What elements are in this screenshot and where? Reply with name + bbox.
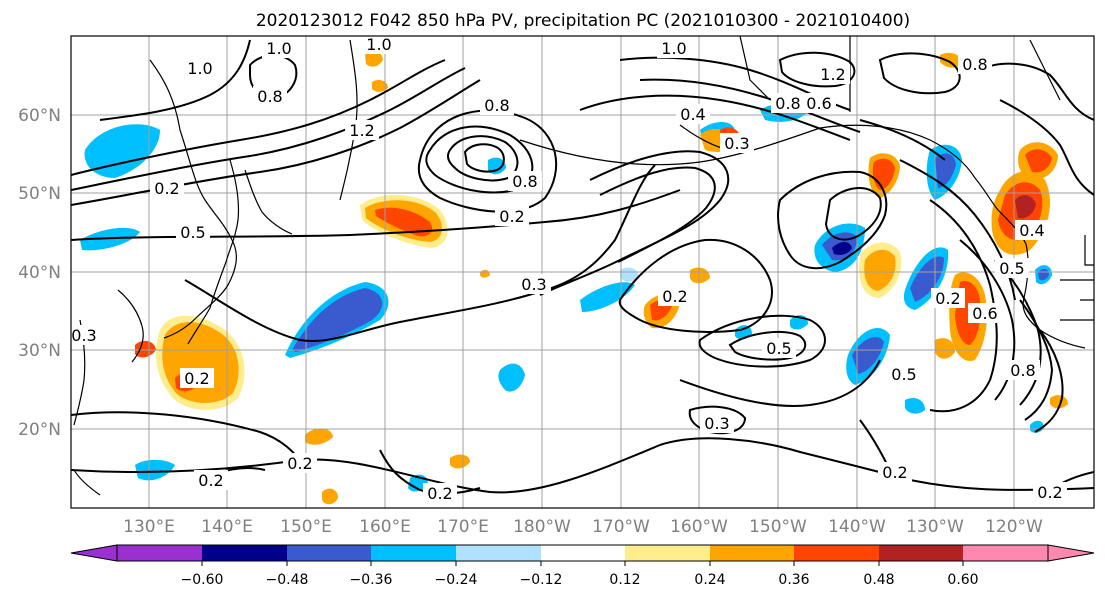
contour-label: 0.2	[427, 484, 452, 503]
contour-label: 0.8	[512, 172, 537, 191]
longitude-labels: 130°E 140°E 150°E 160°E 170°E 180°W 170°…	[123, 517, 1043, 537]
lat-label: 50°N	[18, 184, 61, 204]
contour-label: 1.0	[187, 59, 212, 78]
colorbar-segment	[70, 544, 118, 562]
lon-label: 150°E	[280, 517, 332, 537]
contour-label: 0.2	[882, 463, 907, 482]
contour-label: 0.3	[71, 326, 96, 345]
lat-label: 60°N	[18, 106, 61, 126]
colorbar-tick-label: −0.12	[520, 572, 563, 588]
colorbar-segment	[879, 545, 963, 561]
colorbar-tick-label: 0.12	[609, 572, 640, 588]
map-gridlines	[71, 36, 1094, 508]
colorbar: −0.60 −0.48 −0.36 −0.24 −0.12 0.12 0.24 …	[70, 544, 1095, 588]
colorbar-tick-label: −0.36	[350, 572, 393, 588]
contour-label: 0.5	[766, 339, 791, 358]
contour-label: 0.6	[972, 304, 997, 323]
lon-label: 160°E	[359, 517, 411, 537]
contour-label: 1.0	[266, 39, 291, 58]
contour-label: 0.5	[999, 259, 1024, 278]
contour-label: 0.2	[1037, 483, 1062, 502]
colorbar-segment	[794, 545, 879, 561]
contour-label: 0.4	[680, 105, 705, 124]
colorbar-tick-label: 0.24	[694, 572, 725, 588]
precip-shading-negative	[80, 103, 1052, 492]
colorbar-segment	[202, 545, 287, 561]
latitude-labels: 60°N 50°N 40°N 30°N 20°N	[18, 106, 61, 440]
contour-label: 0.2	[287, 454, 312, 473]
contour-label: 0.5	[180, 223, 205, 242]
colorbar-tick-label: 0.60	[947, 572, 978, 588]
lon-label: 130°E	[123, 517, 175, 537]
contour-label: 0.2	[662, 287, 687, 306]
lon-label: 170°E	[437, 517, 489, 537]
colorbar-segment	[963, 545, 1048, 561]
colorbar-segment	[1047, 544, 1095, 562]
map-frame	[70, 35, 1095, 509]
contour-label: 0.8	[962, 55, 987, 74]
colorbar-tick-label: −0.60	[181, 572, 224, 588]
lon-label: 170°W	[592, 517, 650, 537]
lat-label: 20°N	[18, 420, 61, 440]
contour-label: 1.2	[820, 65, 845, 84]
contour-label: 0.2	[184, 369, 209, 388]
contour-label: 0.8	[484, 96, 509, 115]
colorbar-segment	[710, 545, 794, 561]
lon-label: 180°W	[513, 517, 571, 537]
contour-labels: 1.0 1.0 0.8 1.2 1.0 0.8 0.4 0.8 0.6 1.2 …	[71, 35, 1067, 503]
lon-label: 160°W	[670, 517, 728, 537]
lon-label: 140°E	[201, 517, 253, 537]
colorbar-segment	[456, 545, 541, 561]
contour-label: 0.8	[257, 87, 282, 106]
colorbar-segment	[287, 545, 371, 561]
colorbar-segment	[541, 545, 625, 561]
lon-label: 150°W	[749, 517, 807, 537]
contour-label: 0.3	[521, 275, 546, 294]
lon-label: 120°W	[985, 517, 1043, 537]
colorbar-segment	[625, 545, 710, 561]
colorbar-segment	[371, 545, 456, 561]
colorbar-segment	[117, 545, 202, 561]
contour-label: 0.8	[775, 94, 800, 113]
contour-label: 0.5	[891, 365, 916, 384]
contour-label: 0.6	[806, 94, 831, 113]
contour-label: 0.8	[1010, 361, 1035, 380]
colorbar-tick-label: 0.48	[863, 572, 894, 588]
lon-label: 130°W	[906, 517, 964, 537]
colorbar-tick-label: 0.36	[778, 572, 809, 588]
lon-label: 140°W	[828, 517, 886, 537]
precip-shading-positive	[135, 50, 1068, 505]
contour-label: 1.2	[349, 121, 374, 140]
contour-label: 0.2	[935, 289, 960, 308]
colorbar-tick-label: −0.24	[435, 572, 478, 588]
lat-label: 30°N	[18, 341, 61, 361]
contour-label: 1.0	[661, 39, 686, 58]
colorbar-frame	[116, 544, 1049, 562]
contour-label: 0.2	[499, 207, 524, 226]
figure-title: 2020123012 F042 850 hPa PV, precipitatio…	[256, 11, 910, 31]
contour-label: 1.0	[366, 35, 391, 54]
contour-label: 0.3	[724, 134, 749, 153]
contour-label: 0.2	[154, 179, 179, 198]
contour-label: 0.2	[198, 471, 223, 490]
lat-label: 40°N	[18, 263, 61, 283]
contour-label: 0.4	[1019, 221, 1044, 240]
contour-label: 0.3	[704, 414, 729, 433]
colorbar-tick-label: −0.48	[266, 572, 309, 588]
